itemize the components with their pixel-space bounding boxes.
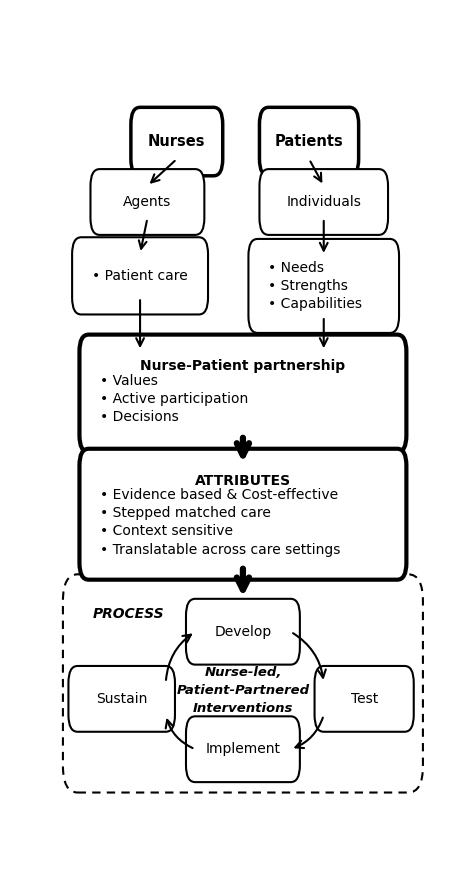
- Text: • Values
• Active participation
• Decisions: • Values • Active participation • Decisi…: [100, 373, 248, 425]
- Text: Implement: Implement: [205, 742, 281, 756]
- FancyBboxPatch shape: [63, 575, 423, 793]
- Text: Agents: Agents: [123, 195, 172, 209]
- FancyBboxPatch shape: [72, 237, 208, 315]
- Text: Nurse-Patient partnership: Nurse-Patient partnership: [140, 359, 346, 373]
- FancyBboxPatch shape: [186, 716, 300, 782]
- Text: Nurses: Nurses: [148, 134, 206, 149]
- Text: ATTRIBUTES: ATTRIBUTES: [195, 473, 291, 487]
- FancyBboxPatch shape: [315, 666, 414, 732]
- Text: PROCESS: PROCESS: [92, 607, 164, 621]
- FancyBboxPatch shape: [80, 449, 406, 580]
- Text: Patients: Patients: [274, 134, 344, 149]
- FancyBboxPatch shape: [248, 239, 399, 333]
- Text: • Patient care: • Patient care: [91, 269, 187, 283]
- FancyBboxPatch shape: [131, 107, 223, 176]
- Text: Test: Test: [351, 691, 378, 705]
- Text: • Needs
• Strengths
• Capabilities: • Needs • Strengths • Capabilities: [268, 261, 362, 311]
- Text: Sustain: Sustain: [96, 691, 147, 705]
- FancyBboxPatch shape: [80, 335, 406, 452]
- Text: Develop: Develop: [214, 624, 272, 638]
- FancyBboxPatch shape: [68, 666, 175, 732]
- Text: Individuals: Individuals: [286, 195, 361, 209]
- FancyBboxPatch shape: [259, 107, 359, 176]
- Text: Nurse-led,
Patient-Partnered
Interventions: Nurse-led, Patient-Partnered Interventio…: [176, 666, 310, 715]
- FancyBboxPatch shape: [91, 169, 204, 235]
- FancyBboxPatch shape: [186, 599, 300, 664]
- FancyBboxPatch shape: [259, 169, 388, 235]
- Text: • Evidence based & Cost-effective
• Stepped matched care
• Context sensitive
• T: • Evidence based & Cost-effective • Step…: [100, 487, 340, 557]
